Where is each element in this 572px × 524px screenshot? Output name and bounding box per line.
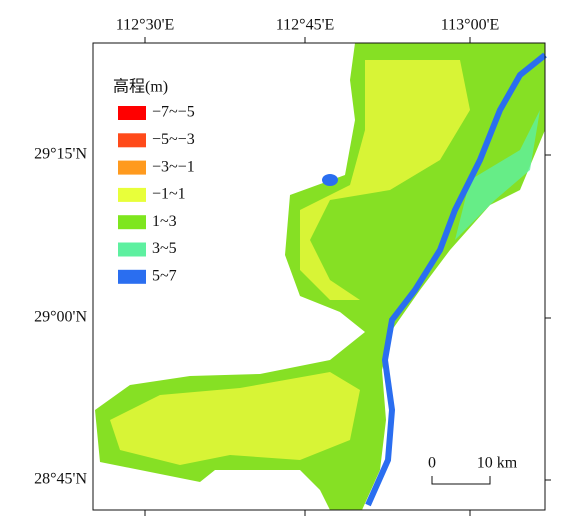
legend-swatch [118, 160, 146, 175]
lat-label: 28°45'N [34, 471, 87, 488]
legend-swatch [118, 215, 146, 230]
legend-swatch [118, 187, 146, 202]
lat-label: 29°15'N [34, 146, 87, 163]
legend-label: 5~7 [152, 267, 177, 284]
legend-label: −5~−3 [152, 131, 195, 148]
scale-bar: 0 10 km [428, 455, 518, 485]
scale-end: 10 km [477, 455, 518, 472]
lake [322, 174, 338, 186]
lon-label: 112°45'E [276, 17, 334, 34]
frame [92, 42, 546, 511]
legend-title: 高程(m) [113, 78, 168, 96]
legend-label: 3~5 [152, 240, 177, 257]
terrain [95, 43, 547, 510]
ticks: 112°30'E 112°45'E 113°00'E 29°15'N 29°00'N 28… [34, 17, 551, 516]
legend: 高程(m) −7~−5 −5~−3 −3~−1 −1~1 1~3 3~5 5~7 [113, 78, 195, 285]
scale-line [431, 476, 491, 485]
high-ground [110, 372, 360, 465]
legend-swatch [118, 133, 146, 148]
legend-swatch [118, 106, 146, 120]
lon-label: 113°00'E [441, 17, 499, 34]
lon-label: 112°30'E [116, 17, 174, 34]
legend-label: 1~3 [152, 213, 177, 230]
high-ground [300, 60, 470, 300]
legend-swatch [118, 269, 146, 284]
legend-label: −7~−5 [152, 104, 195, 121]
legend-swatch [118, 242, 146, 257]
levee [455, 110, 540, 240]
river [365, 52, 547, 507]
lat-label: 29°00'N [34, 309, 87, 326]
legend-label: −3~−1 [152, 158, 195, 175]
scale-start: 0 [428, 455, 436, 472]
legend-label: −1~1 [152, 186, 186, 203]
